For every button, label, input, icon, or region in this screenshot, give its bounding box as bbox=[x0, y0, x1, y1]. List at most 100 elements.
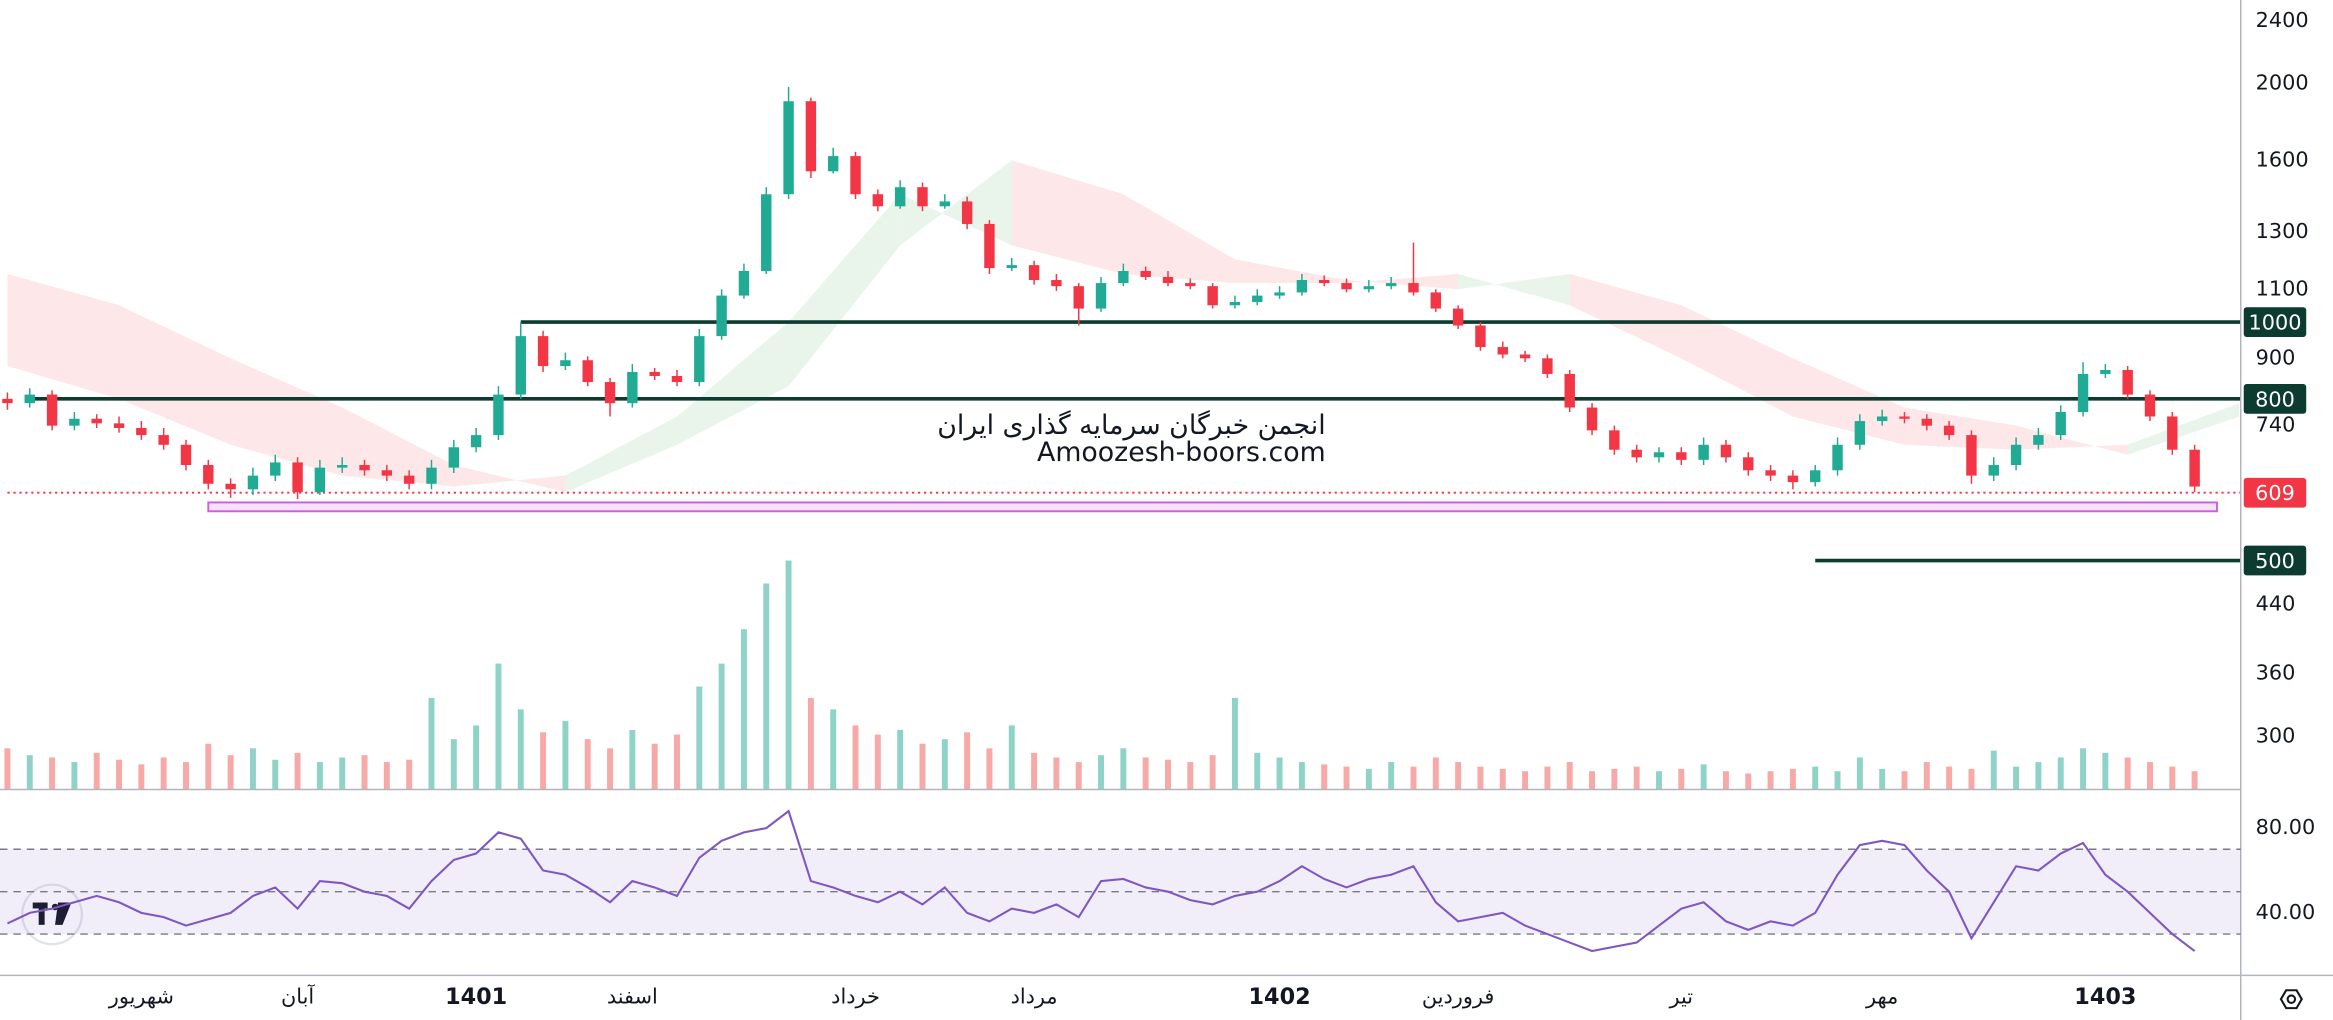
candle-body bbox=[1430, 292, 1442, 309]
ichimoku-cloud bbox=[1011, 160, 1124, 274]
level-label: 500 bbox=[2255, 549, 2295, 573]
volume-bar bbox=[428, 697, 435, 790]
candle-body bbox=[1519, 354, 1531, 359]
candle-body bbox=[939, 201, 951, 207]
candle-body bbox=[560, 360, 571, 367]
candle-body bbox=[91, 418, 102, 424]
candle-body bbox=[270, 462, 281, 476]
y-tick-label: 2000 bbox=[2256, 71, 2309, 95]
x-tick-label: شهریور bbox=[108, 985, 174, 1009]
volume-bar bbox=[1901, 771, 1908, 790]
x-tick-label: فروردین bbox=[1422, 985, 1494, 1009]
candle-body bbox=[2055, 411, 2066, 436]
y-tick-label: 2400 bbox=[2256, 8, 2309, 32]
volume-bar bbox=[1812, 766, 1819, 790]
volume-bar bbox=[1075, 762, 1082, 790]
ichimoku-cloud bbox=[7, 273, 120, 399]
settings-icon[interactable] bbox=[2279, 989, 2303, 1010]
volume-bar bbox=[2102, 752, 2109, 790]
candle-body bbox=[2100, 369, 2111, 374]
candle-body bbox=[1274, 292, 1285, 296]
candle-body bbox=[738, 271, 750, 296]
candle-body bbox=[894, 187, 906, 207]
volume-bar bbox=[1098, 755, 1105, 790]
candle-body bbox=[203, 465, 214, 484]
volume-bar bbox=[272, 759, 279, 790]
candle-body bbox=[783, 101, 794, 195]
candle-body bbox=[1653, 452, 1665, 458]
candle-body bbox=[1765, 470, 1776, 476]
volume-bar bbox=[1365, 768, 1372, 790]
level-label: 1000 bbox=[2248, 311, 2301, 335]
overlay: 2400 2000 1600 1300 1100 900 740 440 360 300 1000 8… bbox=[0, 8, 2315, 1010]
volume-bar bbox=[1008, 725, 1015, 790]
candle-body bbox=[470, 435, 482, 448]
candle-body bbox=[1162, 276, 1174, 284]
candle-body bbox=[1631, 449, 1642, 458]
candle-body bbox=[850, 156, 861, 195]
volume-bar bbox=[517, 709, 524, 790]
candle-body bbox=[716, 295, 727, 337]
candle-body bbox=[69, 418, 80, 426]
volume-bar bbox=[964, 732, 971, 790]
candle-body bbox=[113, 423, 125, 428]
ichimoku-cloud bbox=[1123, 194, 1235, 284]
level-label: 609 bbox=[2255, 481, 2295, 505]
volume-bar bbox=[1990, 750, 1997, 790]
ichimoku-cloud bbox=[2016, 425, 2128, 455]
x-tick-label: مرداد bbox=[1011, 985, 1058, 1009]
volume-bar bbox=[2035, 762, 2042, 790]
ichimoku-cloud bbox=[565, 416, 677, 493]
candle-body bbox=[1185, 283, 1196, 287]
candle-body bbox=[537, 336, 549, 367]
volume-bar bbox=[316, 762, 323, 790]
candle-body bbox=[292, 462, 303, 493]
volume-bar bbox=[1343, 766, 1350, 790]
x-tick-label: 1402 bbox=[1249, 984, 1311, 1010]
candle-body bbox=[493, 394, 504, 436]
x-tick-label: آبان bbox=[281, 984, 315, 1009]
volume-bar bbox=[1700, 764, 1707, 790]
volume-bar bbox=[651, 743, 658, 790]
volume-bar bbox=[1499, 768, 1506, 790]
candle-body bbox=[582, 360, 593, 383]
volume-bar bbox=[1745, 773, 1752, 790]
volume-bar bbox=[450, 739, 457, 790]
volume-bar bbox=[1856, 757, 1863, 790]
candle-body bbox=[1497, 347, 1508, 355]
volume-bar bbox=[1120, 748, 1127, 790]
candle-body bbox=[1854, 421, 1866, 445]
volume-bar bbox=[183, 762, 189, 790]
candle-body bbox=[225, 483, 236, 490]
ichimoku-cloud bbox=[1346, 273, 1459, 290]
x-tick-label: اسفند bbox=[607, 985, 658, 1009]
candle-body bbox=[1609, 430, 1620, 450]
volume-bar bbox=[1187, 762, 1194, 790]
volume-bar bbox=[540, 732, 547, 790]
candle-body bbox=[2077, 373, 2089, 412]
candle-body bbox=[761, 194, 772, 272]
x-tick-label: تیر bbox=[1669, 985, 1694, 1009]
candle-body bbox=[515, 336, 526, 395]
volume-bar bbox=[294, 752, 301, 790]
candle-body bbox=[1363, 286, 1375, 290]
volume-bar bbox=[473, 725, 480, 790]
volume-bar bbox=[339, 757, 346, 790]
volume-bar bbox=[160, 757, 167, 790]
candle-body bbox=[671, 375, 683, 383]
candle-body bbox=[1408, 283, 1419, 293]
candle-body bbox=[247, 475, 259, 490]
ichimoku-cloud bbox=[1681, 305, 1793, 417]
candle-body bbox=[1921, 418, 1933, 426]
x-tick-label: خرداد bbox=[831, 985, 880, 1009]
candle-body bbox=[1966, 435, 1977, 476]
tradingview-logo[interactable] bbox=[21, 883, 83, 946]
volume-bar bbox=[49, 757, 56, 790]
volume-bar bbox=[1834, 771, 1841, 790]
ichimoku-cloud bbox=[1569, 273, 1682, 359]
candle-body bbox=[2, 398, 13, 404]
volume-bar bbox=[1566, 762, 1573, 790]
candle-body bbox=[1698, 444, 1709, 460]
volume-bar bbox=[852, 725, 859, 790]
volume-bar bbox=[4, 748, 11, 790]
